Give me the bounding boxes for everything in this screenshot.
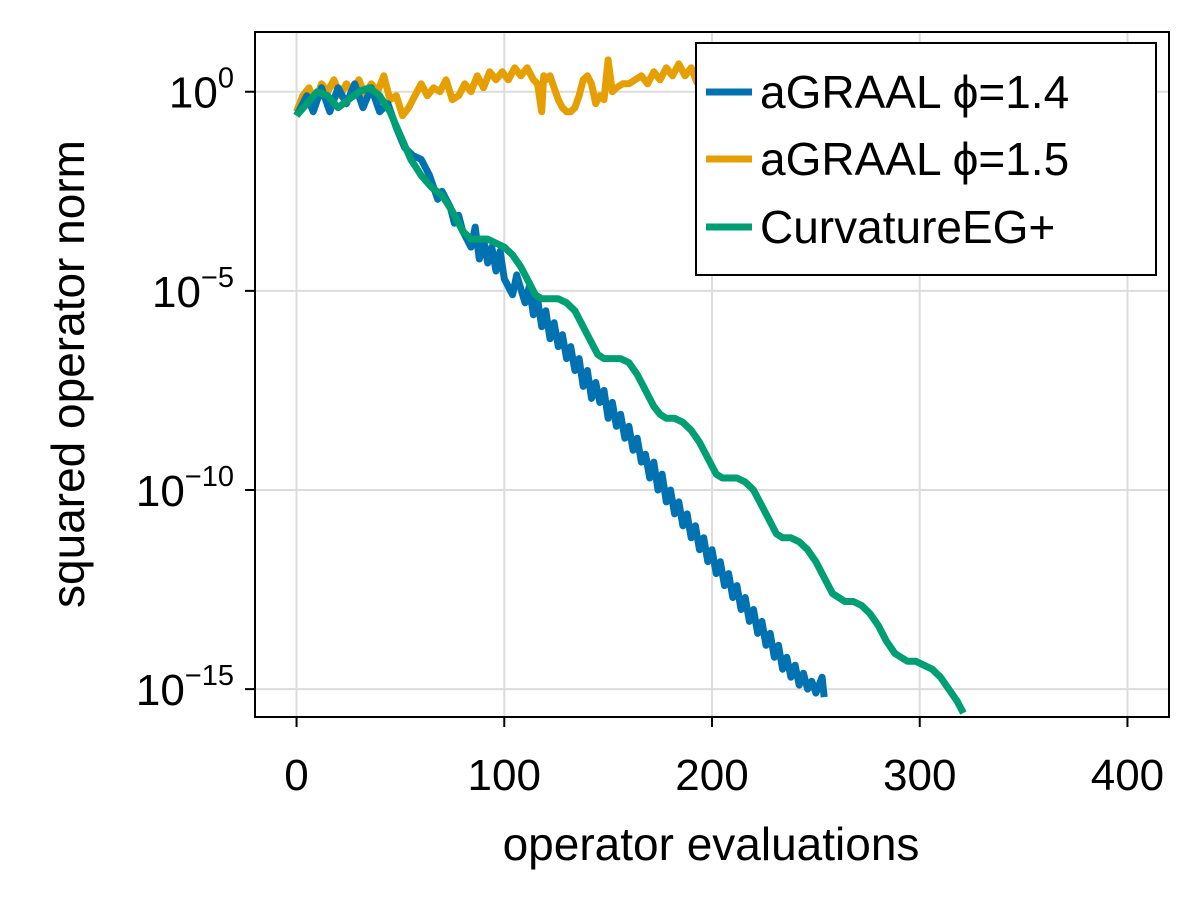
legend-entry-label: CurvatureEG+ [760,201,1055,253]
x-tick-label: 300 [883,751,956,800]
x-tick-label: 100 [468,751,541,800]
y-tick-label: 10−10 [136,461,234,516]
legend-box [695,42,1157,276]
series-line [293,80,828,698]
x-tick-label: 200 [675,751,748,800]
y-axis-label: squared operator norm [42,140,94,608]
legend-entry-label: aGRAAL ϕ=1.4 [760,66,1069,118]
y-axis: 100 10−5 10−10 10−15 [136,63,255,715]
x-axis: 0 100 200 300 400 [284,717,1164,800]
x-tick-label: 400 [1091,751,1164,800]
y-tick-label: 100 [169,63,234,118]
series-line [293,56,701,120]
series-line [293,84,967,715]
series-layer [293,56,967,715]
y-tick-label: 10−5 [152,262,234,317]
x-axis-label: operator evaluations [503,818,920,870]
y-tick-label: 10−15 [136,660,234,715]
legend-entry-label: aGRAAL ϕ=1.5 [760,133,1069,185]
x-tick-label: 0 [284,751,308,800]
legend: aGRAAL ϕ=1.4 aGRAAL ϕ=1.5 CurvatureEG+ [695,42,1157,276]
